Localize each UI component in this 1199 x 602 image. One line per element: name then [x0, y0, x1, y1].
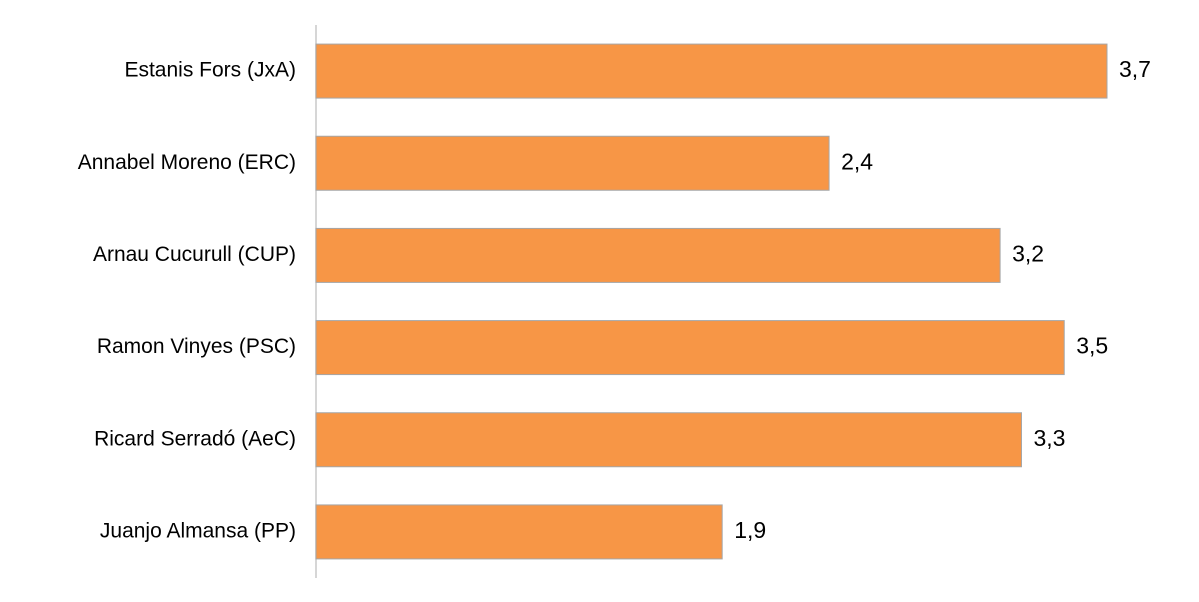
bar	[315, 504, 723, 560]
category-label: Ramon Vinyes (PSC)	[97, 335, 296, 358]
category-label: Estanis Fors (JxA)	[124, 59, 296, 82]
category-label: Ricard Serradó (AeC)	[94, 427, 296, 450]
category-label: Arnau Cucurull (CUP)	[93, 243, 296, 266]
bar	[315, 43, 1108, 99]
bar	[315, 412, 1022, 468]
data-label: 3,2	[1012, 240, 1044, 266]
data-label: 2,4	[841, 148, 873, 174]
bar	[315, 227, 1001, 283]
data-label: 3,7	[1119, 56, 1151, 82]
category-label: Annabel Moreno (ERC)	[78, 151, 296, 174]
data-label: 3,5	[1076, 333, 1108, 359]
category-label: Juanjo Almansa (PP)	[100, 519, 296, 542]
bar	[315, 135, 830, 191]
data-label: 1,9	[734, 517, 766, 543]
data-label: 3,3	[1033, 425, 1065, 451]
bar	[315, 320, 1065, 376]
